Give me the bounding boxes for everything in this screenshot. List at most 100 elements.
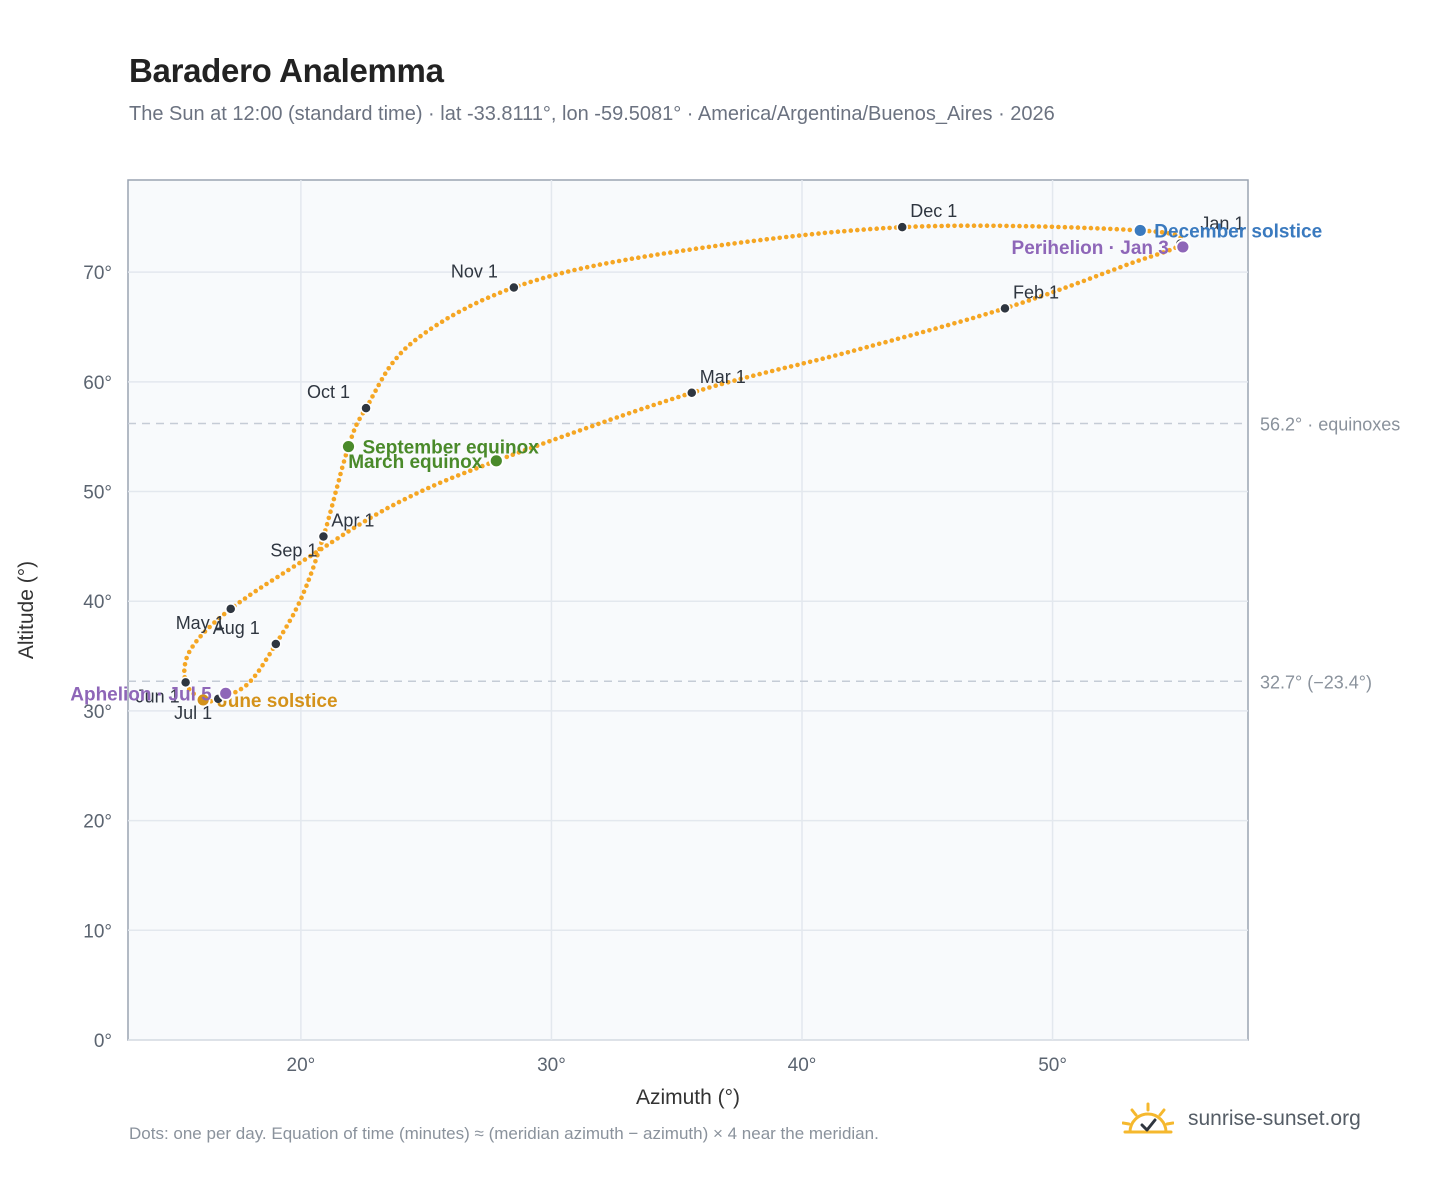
x-tick-label: 30° bbox=[537, 1055, 566, 1076]
day-dot bbox=[474, 300, 479, 306]
day-dot bbox=[713, 243, 718, 249]
day-dot bbox=[839, 351, 844, 357]
event-marker[interactable] bbox=[341, 439, 356, 454]
y-axis-label: Altitude (°) bbox=[15, 561, 38, 659]
month-marker[interactable] bbox=[179, 676, 192, 689]
day-dot bbox=[1124, 262, 1129, 268]
day-dot bbox=[449, 475, 455, 481]
event-marker[interactable] bbox=[1175, 239, 1191, 255]
month-marker[interactable] bbox=[224, 603, 237, 615]
day-dot bbox=[252, 673, 258, 679]
month-marker[interactable] bbox=[317, 530, 330, 543]
month-marker[interactable] bbox=[999, 302, 1011, 315]
day-dot bbox=[680, 248, 686, 253]
day-dot bbox=[1161, 250, 1166, 255]
day-dot bbox=[291, 564, 297, 569]
day-dot bbox=[855, 227, 860, 233]
month-marker[interactable] bbox=[270, 638, 282, 650]
day-dot bbox=[977, 313, 982, 319]
day-dot bbox=[299, 595, 304, 600]
day-dot bbox=[335, 536, 340, 541]
day-dot bbox=[186, 649, 192, 655]
event-marker[interactable] bbox=[1132, 223, 1148, 238]
y-tick-label: 50° bbox=[83, 483, 112, 504]
chart-footnote: Dots: one per day. Equation of time (min… bbox=[129, 1124, 879, 1143]
month-marker[interactable] bbox=[360, 402, 372, 414]
event-label: June solstice bbox=[217, 691, 337, 712]
day-dot bbox=[713, 383, 718, 389]
day-dot bbox=[1063, 285, 1068, 290]
day-dot bbox=[596, 421, 601, 427]
day-dot bbox=[1114, 226, 1120, 232]
day-dot bbox=[340, 532, 346, 538]
day-dot bbox=[895, 336, 901, 342]
brand-name: sunrise-sunset.org bbox=[1188, 1107, 1361, 1130]
day-dot bbox=[341, 459, 347, 464]
month-marker-label: Nov 1 bbox=[451, 262, 498, 282]
day-dot bbox=[516, 450, 522, 455]
day-dot bbox=[534, 277, 540, 283]
day-dot bbox=[732, 241, 737, 246]
y-tick-label: 0° bbox=[94, 1031, 112, 1052]
day-dot bbox=[952, 321, 957, 326]
day-dot bbox=[1082, 225, 1087, 231]
event-label: December solstice bbox=[1154, 221, 1322, 242]
day-dot bbox=[1154, 252, 1160, 257]
day-dot bbox=[339, 465, 345, 471]
day-dot bbox=[590, 423, 595, 429]
day-dot bbox=[880, 225, 886, 231]
month-marker[interactable] bbox=[508, 281, 520, 294]
day-dot bbox=[763, 370, 769, 375]
day-dot bbox=[1069, 283, 1074, 288]
brand-logo[interactable]: sunrise-sunset.org bbox=[1122, 1102, 1361, 1136]
event-marker[interactable] bbox=[488, 453, 504, 469]
day-dot bbox=[1017, 223, 1022, 229]
event-marker[interactable] bbox=[195, 692, 211, 708]
day-dot bbox=[253, 588, 258, 594]
day-dot bbox=[329, 539, 335, 545]
month-marker[interactable] bbox=[686, 387, 698, 399]
day-dot bbox=[426, 485, 431, 491]
day-dot bbox=[842, 228, 847, 234]
day-dot bbox=[198, 634, 203, 639]
day-dot bbox=[534, 443, 540, 449]
day-dot bbox=[1136, 258, 1141, 263]
day-dot bbox=[382, 371, 388, 377]
reference-line-label: 32.7° (−23.4°) bbox=[1260, 672, 1372, 692]
day-dot bbox=[807, 359, 813, 365]
day-dot bbox=[782, 365, 788, 371]
day-dot bbox=[578, 266, 584, 271]
day-dot bbox=[565, 432, 571, 438]
day-dot bbox=[926, 223, 931, 229]
day-dot bbox=[964, 317, 970, 323]
month-marker[interactable] bbox=[896, 221, 908, 233]
event-marker[interactable] bbox=[218, 685, 234, 701]
day-dot bbox=[614, 415, 620, 420]
day-dot bbox=[510, 452, 516, 458]
day-dot bbox=[280, 571, 286, 576]
event-label: Perihelion · Jan 3 bbox=[1012, 238, 1169, 259]
day-dot bbox=[264, 581, 269, 587]
day-dot bbox=[769, 368, 775, 374]
x-tick-label: 20° bbox=[287, 1055, 316, 1076]
day-dot bbox=[706, 244, 712, 250]
day-dot bbox=[788, 364, 794, 369]
day-dot bbox=[1026, 298, 1032, 303]
day-dot bbox=[450, 312, 456, 318]
day-dot bbox=[491, 292, 497, 298]
day-dot bbox=[304, 583, 309, 588]
day-dot bbox=[391, 502, 396, 508]
day-dot bbox=[308, 553, 313, 559]
day-dot bbox=[636, 255, 641, 260]
y-tick-label: 70° bbox=[83, 263, 112, 284]
day-dot bbox=[1172, 232, 1178, 237]
day-dot bbox=[287, 618, 293, 624]
day-dot bbox=[248, 592, 253, 598]
day-dot bbox=[822, 230, 828, 236]
day-dot bbox=[971, 223, 977, 228]
day-dot bbox=[725, 241, 731, 247]
day-dot bbox=[1159, 230, 1165, 235]
day-dot bbox=[820, 356, 825, 362]
day-dot bbox=[328, 509, 333, 514]
day-dot bbox=[286, 567, 291, 573]
